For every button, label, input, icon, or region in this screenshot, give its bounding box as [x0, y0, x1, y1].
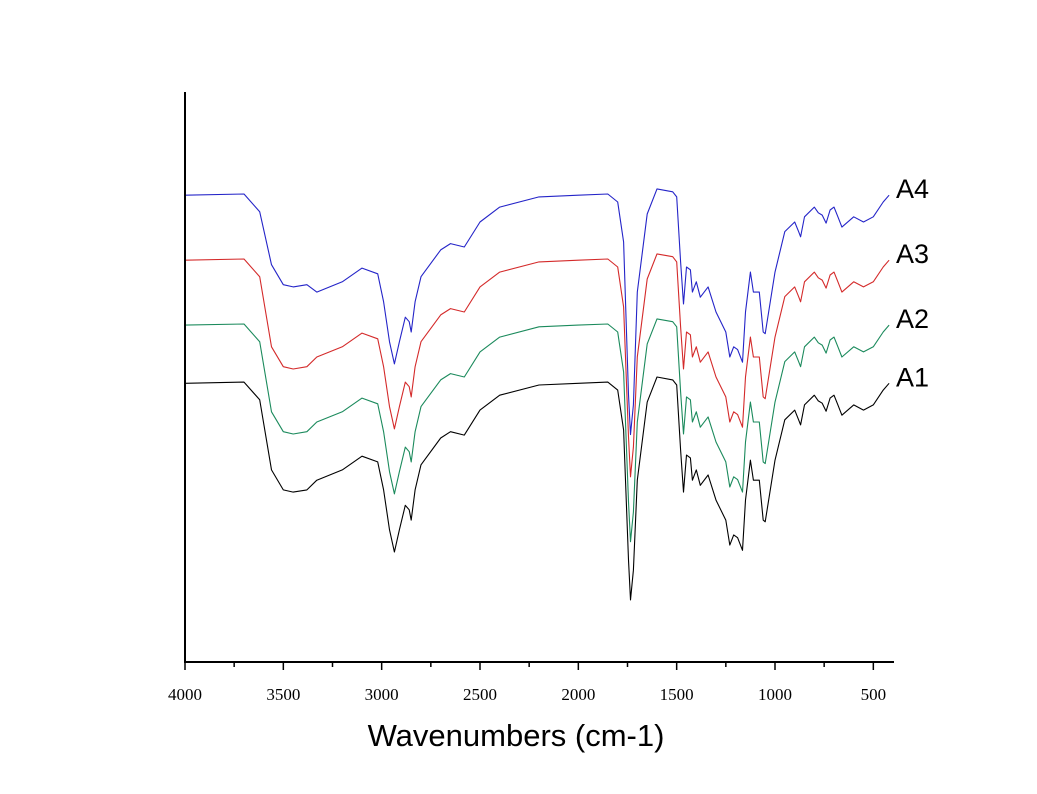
x-tick-label: 2500 — [463, 685, 497, 704]
x-axis-title: Wavenumbers (cm-1) — [368, 718, 665, 753]
x-tick-label: 3500 — [266, 685, 300, 704]
x-ticks: 4000 3500 3000 2500 2000 1500 1000 500 — [168, 662, 886, 704]
series-layer — [184, 188, 890, 601]
x-tick-label: 1500 — [660, 685, 694, 704]
series-label-a4: A4 — [896, 174, 929, 204]
series-line-a3 — [184, 253, 890, 478]
x-tick-label: 3000 — [365, 685, 399, 704]
series-line-a2 — [184, 318, 890, 543]
x-tick-label: 1000 — [758, 685, 792, 704]
x-tick-label: 4000 — [168, 685, 202, 704]
series-label-a3: A3 — [896, 239, 929, 269]
series-labels: A1 A2 A3 A4 — [896, 174, 929, 392]
series-line-a1 — [184, 376, 890, 601]
series-line-a4 — [184, 188, 890, 436]
series-label-a2: A2 — [896, 304, 929, 334]
x-tick-label: 2000 — [561, 685, 595, 704]
series-label-a1: A1 — [896, 362, 929, 392]
x-tick-label: 500 — [861, 685, 887, 704]
